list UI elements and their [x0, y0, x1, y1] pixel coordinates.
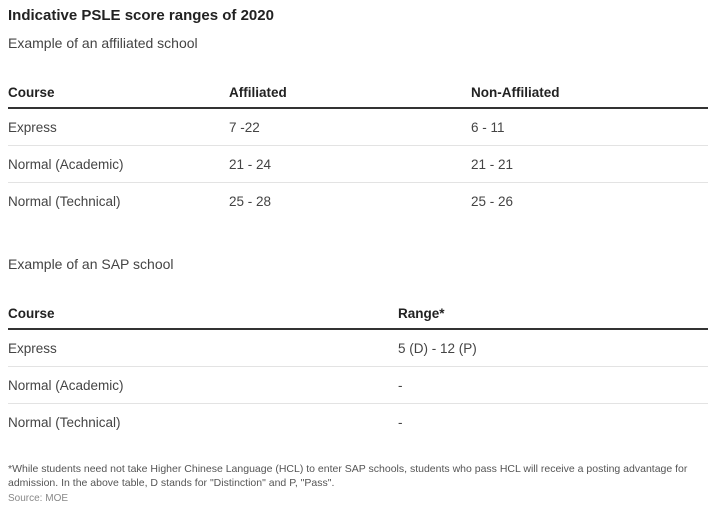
- table-row: Normal (Academic) 21 - 24 21 - 21: [8, 145, 708, 183]
- course-cell: Normal (Technical): [8, 414, 121, 430]
- page-title: Indicative PSLE score ranges of 2020: [8, 7, 274, 24]
- column-header-non-affiliated: Non-Affiliated: [471, 78, 708, 109]
- affiliated-cell: 7 -22: [229, 108, 471, 146]
- course-cell: Express: [8, 108, 229, 146]
- course-cell: Normal (Academic): [8, 145, 229, 183]
- range-cell: 5 (D) - 12 (P): [398, 329, 708, 367]
- table-row: Normal (Technical) 25 - 28 25 - 26: [8, 183, 708, 220]
- table-row: Express 7 -22 6 - 11: [8, 108, 708, 146]
- table-row: Express 5 (D) - 12 (P): [8, 329, 708, 367]
- table-row: Normal (Technical) -: [8, 404, 708, 441]
- column-header-course: Course: [8, 78, 229, 109]
- course-cell: Express: [8, 329, 398, 367]
- non-affiliated-cell: 21 - 21: [471, 145, 708, 183]
- affiliated-cell: 25 - 28: [229, 193, 272, 209]
- table-header-row: Course Range*: [8, 299, 708, 330]
- affiliated-school-table: Course Affiliated Non-Affiliated Express…: [8, 78, 708, 219]
- range-cell: -: [398, 366, 708, 404]
- footnote: *While students need not take Higher Chi…: [8, 463, 688, 489]
- column-header-course: Course: [8, 299, 398, 330]
- column-header-range: Range*: [398, 299, 708, 330]
- source-credit: Source: MOE: [8, 493, 69, 504]
- course-cell: Normal (Technical): [8, 193, 121, 209]
- range-cell: -: [398, 414, 403, 430]
- non-affiliated-cell: 25 - 26: [471, 193, 514, 209]
- affiliated-school-subtitle: Example of an affiliated school: [8, 35, 198, 51]
- table-row: Normal (Academic) -: [8, 366, 708, 404]
- course-cell: Normal (Academic): [8, 366, 398, 404]
- table-header-row: Course Affiliated Non-Affiliated: [8, 78, 708, 109]
- sap-school-subtitle: Example of an SAP school: [8, 256, 174, 272]
- non-affiliated-cell: 6 - 11: [471, 108, 708, 146]
- affiliated-cell: 21 - 24: [229, 145, 471, 183]
- sap-school-table: Course Range* Express 5 (D) - 12 (P) Nor…: [8, 299, 708, 440]
- column-header-affiliated: Affiliated: [229, 78, 471, 109]
